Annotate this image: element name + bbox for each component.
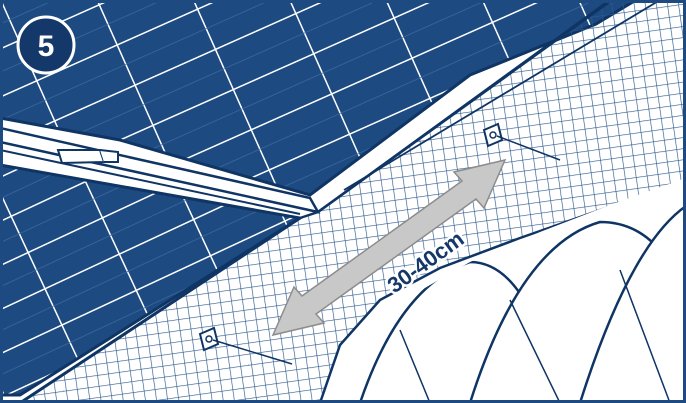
step-number: 5	[38, 30, 55, 63]
step-badge-icon: 5	[16, 15, 76, 75]
fixing-clip-icon	[482, 122, 561, 161]
lower-solar-panel	[0, 163, 305, 397]
double-arrow-icon	[271, 158, 507, 337]
fixing-clip-icon	[198, 326, 293, 365]
panel-clamp	[56, 149, 119, 165]
mesh-barrier	[17, 0, 686, 403]
